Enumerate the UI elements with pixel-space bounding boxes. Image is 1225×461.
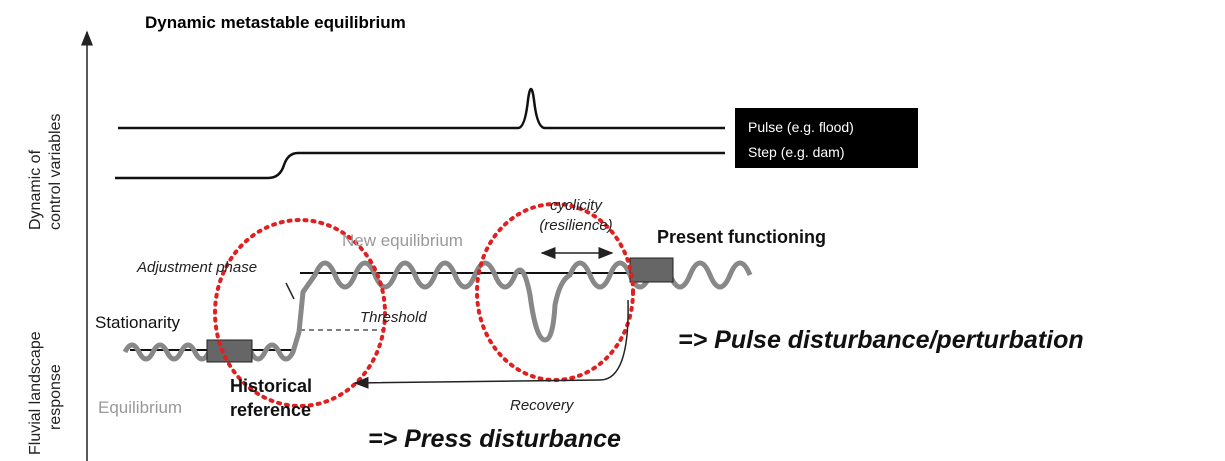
new-equilibrium-label: New equilibrium	[342, 231, 463, 250]
step-line	[115, 151, 725, 180]
press-circle	[213, 218, 387, 408]
legend-pulse: Pulse (e.g. flood)	[748, 119, 854, 135]
present-box	[629, 257, 674, 283]
adjustment-phase-label: Adjustment phase	[136, 259, 257, 276]
equilibrium-label: Equilibrium	[98, 398, 182, 417]
historical-box	[206, 339, 253, 363]
pulse-disturbance: => Pulse disturbance/perturbation	[678, 326, 1084, 354]
adjustment-pointer	[285, 282, 295, 300]
recovery-arrow	[353, 299, 629, 389]
threshold-label: Threshold	[360, 309, 427, 326]
historical-reference-label: Historical reference	[230, 376, 312, 420]
legend-box	[735, 108, 918, 168]
axis-label-control: Dynamic of control variables	[27, 114, 64, 231]
cyclicity-label: cyclicity (resilience)	[539, 197, 612, 234]
present-functioning-label: Present functioning	[657, 227, 826, 247]
pulse-line	[118, 87, 725, 130]
recovery-label: Recovery	[510, 397, 575, 414]
press-disturbance: => Press disturbance	[368, 425, 621, 453]
stationarity-label: Stationarity	[95, 313, 181, 332]
axis-label-response: Fluvial landscape response	[27, 331, 64, 455]
title: Dynamic metastable equilibrium	[145, 13, 406, 32]
legend-step: Step (e.g. dam)	[748, 144, 845, 160]
